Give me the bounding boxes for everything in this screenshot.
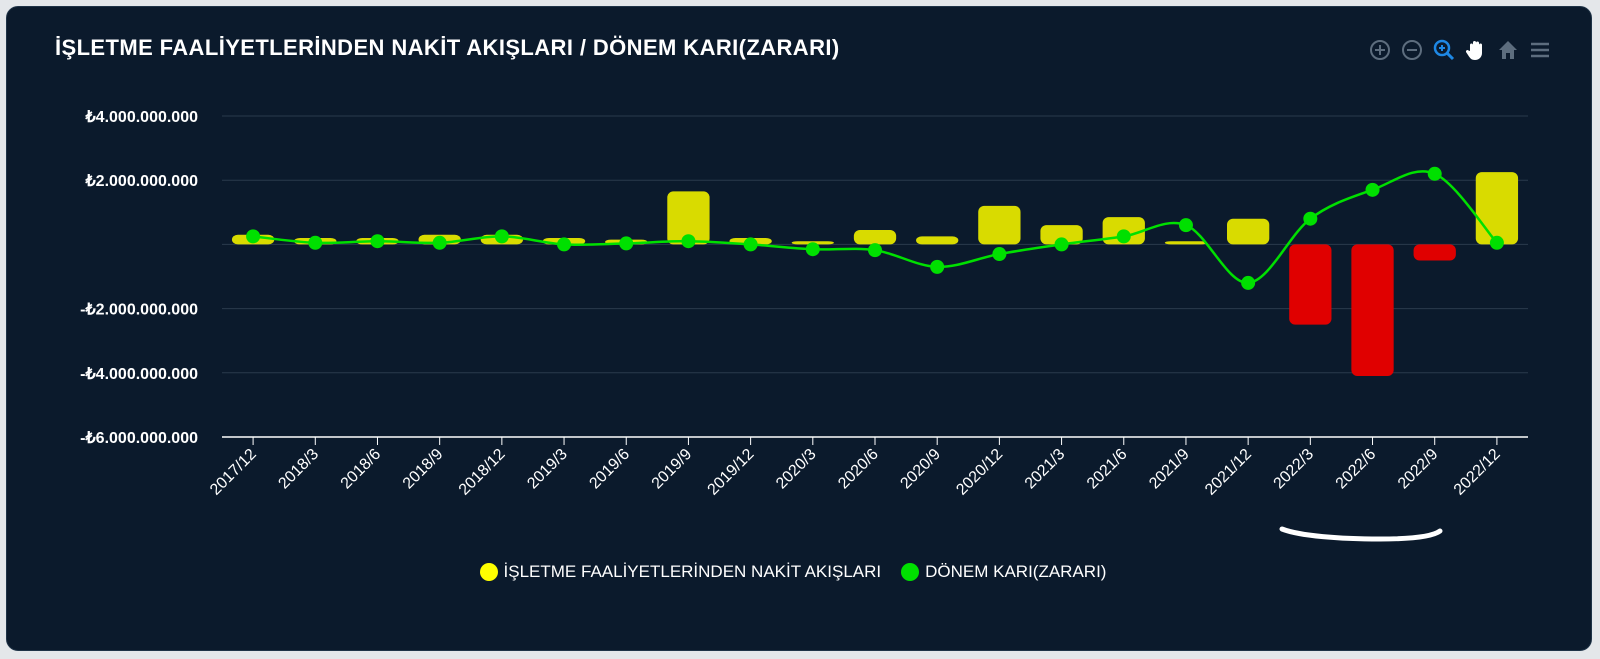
y-tick-label: -₺2.000.000.000 — [80, 302, 198, 319]
bar — [1226, 218, 1270, 245]
legend-marker-period-profit — [901, 563, 920, 581]
line-point — [992, 247, 1007, 262]
zoom-in-icon[interactable] — [1367, 37, 1393, 63]
line-point — [494, 229, 509, 244]
line-point — [1116, 229, 1131, 244]
line-point — [868, 243, 882, 258]
line-point — [557, 237, 572, 252]
line-point — [1241, 275, 1256, 290]
y-tick-label: -₺6.000.000.000 — [80, 430, 198, 447]
line-point — [1365, 182, 1380, 197]
bar — [1164, 241, 1208, 245]
bar — [1040, 225, 1083, 245]
line-point — [308, 235, 323, 250]
line-point — [1489, 235, 1504, 250]
pan-hand-icon[interactable] — [1463, 37, 1489, 63]
y-tick-label: ₺2.000.000.000 — [85, 173, 199, 190]
legend-marker-cash-flow — [479, 563, 498, 581]
line-point — [681, 234, 696, 249]
line-point — [370, 234, 385, 249]
home-reset-icon[interactable] — [1495, 37, 1521, 63]
line-point — [246, 229, 261, 244]
y-tick-label: -₺4.000.000.000 — [80, 366, 198, 383]
chart-toolbar — [1367, 37, 1553, 63]
line-point — [432, 235, 447, 250]
zoom-out-icon[interactable] — [1399, 37, 1425, 63]
line-point — [743, 237, 758, 252]
legend-label-cash-flow: İŞLETME FAALİYETLERİNDEN NAKİT AKIŞLARI — [503, 562, 882, 581]
line-point — [1054, 237, 1069, 252]
y-tick-label: ₺4.000.000.000 — [85, 109, 199, 126]
bar — [1413, 244, 1456, 261]
bar — [1289, 244, 1332, 325]
line-point — [619, 236, 634, 251]
bar — [1475, 172, 1519, 245]
bar — [916, 236, 959, 245]
legend-item-period-profit[interactable]: DÖNEM KARI(ZARARI) — [901, 562, 1106, 582]
line-point — [1178, 218, 1193, 233]
line-point — [1427, 166, 1442, 181]
line-point — [805, 242, 820, 257]
menu-icon[interactable] — [1527, 37, 1553, 63]
zoom-select-icon[interactable] — [1431, 37, 1457, 63]
line-point — [930, 259, 945, 274]
legend-label-period-profit: DÖNEM KARI(ZARARI) — [925, 562, 1107, 581]
bar — [667, 191, 710, 245]
bar — [978, 205, 1021, 245]
chart-title: İŞLETME FAALİYETLERİNDEN NAKİT AKIŞLARI … — [55, 35, 840, 60]
chart-legend: İŞLETME FAALİYETLERİNDEN NAKİT AKIŞLARI … — [0, 562, 1586, 582]
chart-card: İŞLETME FAALİYETLERİNDEN NAKİT AKIŞLARI … — [6, 6, 1592, 651]
bar — [1351, 244, 1394, 377]
line-point — [1303, 211, 1318, 226]
bar — [853, 229, 897, 245]
legend-item-cash-flow[interactable]: İŞLETME FAALİYETLERİNDEN NAKİT AKIŞLARI — [479, 562, 882, 582]
